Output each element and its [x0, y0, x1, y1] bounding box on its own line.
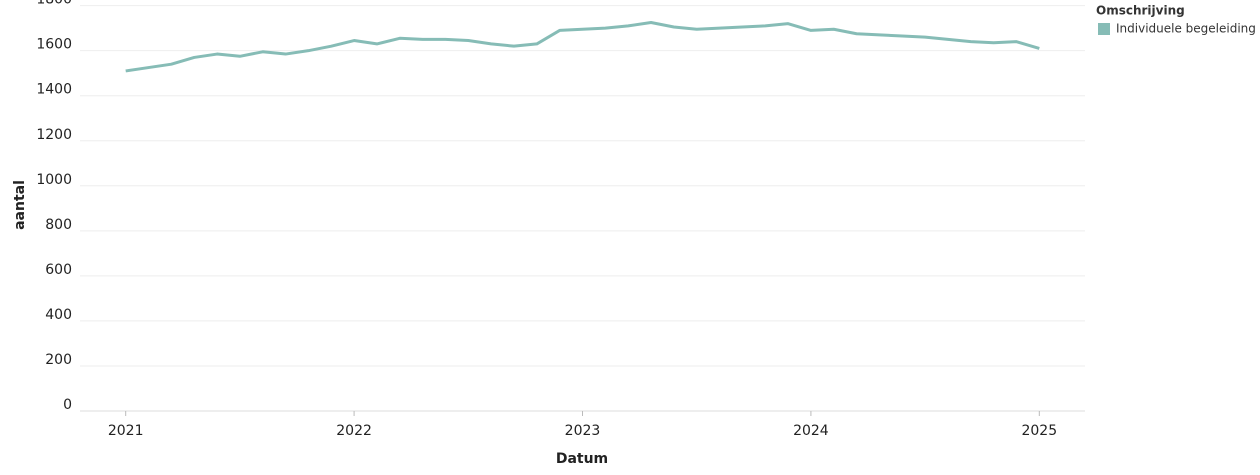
x-tick-label: 2023	[565, 423, 601, 439]
y-tick-label: 1000	[36, 172, 72, 188]
x-tick-label: 2024	[793, 423, 829, 439]
y-tick-label: 1200	[36, 127, 72, 143]
legend-swatch	[1098, 23, 1110, 35]
y-tick-label: 1600	[36, 37, 72, 53]
y-tick-label: 600	[45, 262, 72, 278]
y-tick-label: 800	[45, 217, 72, 233]
x-tick-label: 2022	[336, 423, 372, 439]
y-axis-title: aantal	[12, 180, 28, 230]
x-axis-title: Datum	[556, 451, 608, 467]
x-tick-label: 2025	[1021, 423, 1057, 439]
y-tick-label: 400	[45, 307, 72, 323]
y-tick-label: 200	[45, 352, 72, 368]
legend-title: Omschrijving	[1096, 4, 1185, 18]
y-tick-label: 1800	[36, 0, 72, 8]
x-tick-label: 2021	[108, 423, 144, 439]
y-tick-label: 0	[63, 397, 72, 413]
y-tick-label: 1400	[36, 82, 72, 98]
line	[125, 21, 1040, 73]
legend-label: Individuele begeleiding	[1116, 22, 1256, 36]
